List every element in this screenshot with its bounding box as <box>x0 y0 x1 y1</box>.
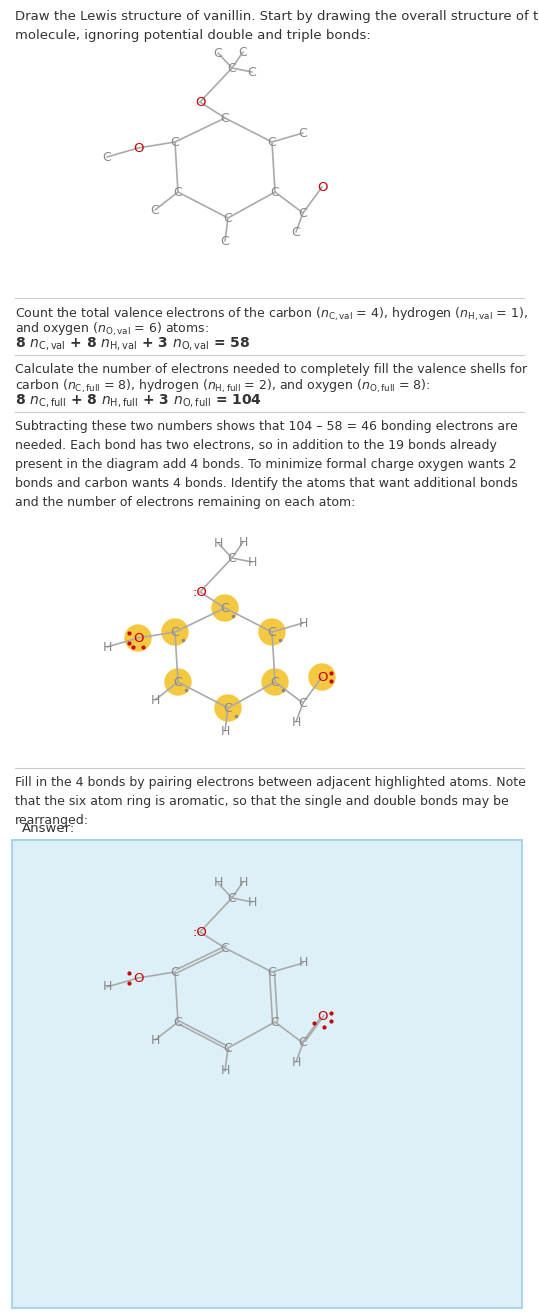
Text: Calculate the number of electrons needed to completely fill the valence shells f: Calculate the number of electrons needed… <box>15 363 527 376</box>
Text: O: O <box>317 1010 327 1023</box>
Text: O: O <box>133 631 143 644</box>
Text: C: C <box>299 126 307 139</box>
Text: O: O <box>317 180 327 193</box>
Text: :O: :O <box>192 926 208 939</box>
Text: C: C <box>150 204 160 217</box>
Text: and oxygen ($n_{\mathrm{O,val}}$ = 6) atoms:: and oxygen ($n_{\mathrm{O,val}}$ = 6) at… <box>15 321 209 338</box>
Text: Subtracting these two numbers shows that 104 – 58 = 46 bonding electrons are
nee: Subtracting these two numbers shows that… <box>15 419 518 509</box>
Circle shape <box>309 664 335 690</box>
Text: Answer:: Answer: <box>22 822 75 835</box>
Text: C: C <box>220 112 230 125</box>
Text: C: C <box>227 892 237 905</box>
Text: C: C <box>271 676 279 689</box>
Text: C: C <box>174 185 182 199</box>
Text: C: C <box>268 626 277 639</box>
Text: H: H <box>102 640 112 654</box>
Text: H: H <box>150 693 160 706</box>
Text: C: C <box>227 551 237 564</box>
Text: O: O <box>133 142 143 154</box>
Circle shape <box>162 619 188 644</box>
Text: C: C <box>247 66 257 79</box>
Text: H: H <box>291 1056 301 1069</box>
Text: C: C <box>220 601 230 614</box>
Text: H: H <box>102 981 112 994</box>
Text: C: C <box>224 212 232 225</box>
Text: C: C <box>268 965 277 978</box>
Text: C: C <box>299 1036 307 1049</box>
Circle shape <box>262 669 288 696</box>
FancyBboxPatch shape <box>12 840 522 1308</box>
Text: C: C <box>271 185 279 199</box>
Text: O: O <box>133 972 143 985</box>
Text: H: H <box>298 617 308 630</box>
Text: O: O <box>195 96 205 109</box>
Text: H: H <box>220 725 230 738</box>
Text: C: C <box>174 1015 182 1028</box>
Text: Draw the Lewis structure of vanillin. Start by drawing the overall structure of : Draw the Lewis structure of vanillin. St… <box>15 11 539 42</box>
Text: C: C <box>224 701 232 714</box>
Circle shape <box>165 669 191 696</box>
Text: H: H <box>220 1065 230 1077</box>
Text: H: H <box>291 715 301 729</box>
Text: 8 $n_{\mathrm{C,val}}$ + 8 $n_{\mathrm{H,val}}$ + 3 $n_{\mathrm{O,val}}$ = 58: 8 $n_{\mathrm{C,val}}$ + 8 $n_{\mathrm{H… <box>15 335 250 352</box>
Text: H: H <box>238 535 248 548</box>
Text: O: O <box>317 671 327 684</box>
Text: C: C <box>227 62 237 75</box>
Text: Count the total valence electrons of the carbon ($n_{\mathrm{C,val}}$ = 4), hydr: Count the total valence electrons of the… <box>15 306 528 323</box>
Text: H: H <box>298 956 308 969</box>
Text: H: H <box>247 555 257 568</box>
Text: H: H <box>213 877 223 889</box>
Circle shape <box>212 594 238 621</box>
Text: H: H <box>150 1034 160 1047</box>
Text: Fill in the 4 bonds by pairing electrons between adjacent highlighted atoms. Not: Fill in the 4 bonds by pairing electrons… <box>15 776 526 827</box>
Text: C: C <box>213 46 223 59</box>
Text: C: C <box>174 676 182 689</box>
Text: C: C <box>220 234 230 247</box>
Circle shape <box>259 619 285 644</box>
Text: H: H <box>238 876 248 889</box>
Text: C: C <box>102 150 112 163</box>
Text: C: C <box>239 46 247 58</box>
Circle shape <box>125 625 151 651</box>
Text: C: C <box>171 135 179 149</box>
Text: carbon ($n_{\mathrm{C,full}}$ = 8), hydrogen ($n_{\mathrm{H,full}}$ = 2), and ox: carbon ($n_{\mathrm{C,full}}$ = 8), hydr… <box>15 377 431 396</box>
Text: C: C <box>171 965 179 978</box>
Text: H: H <box>213 537 223 550</box>
Text: C: C <box>292 225 300 238</box>
Circle shape <box>215 696 241 721</box>
Text: C: C <box>268 135 277 149</box>
Text: 8 $n_{\mathrm{C,full}}$ + 8 $n_{\mathrm{H,full}}$ + 3 $n_{\mathrm{O,full}}$ = 10: 8 $n_{\mathrm{C,full}}$ + 8 $n_{\mathrm{… <box>15 392 262 409</box>
Text: H: H <box>247 896 257 909</box>
Text: C: C <box>224 1041 232 1055</box>
Text: C: C <box>271 1015 279 1028</box>
Text: C: C <box>171 626 179 639</box>
Text: :O: :O <box>192 585 208 598</box>
Text: C: C <box>299 697 307 710</box>
Text: C: C <box>299 206 307 220</box>
Text: C: C <box>220 942 230 955</box>
